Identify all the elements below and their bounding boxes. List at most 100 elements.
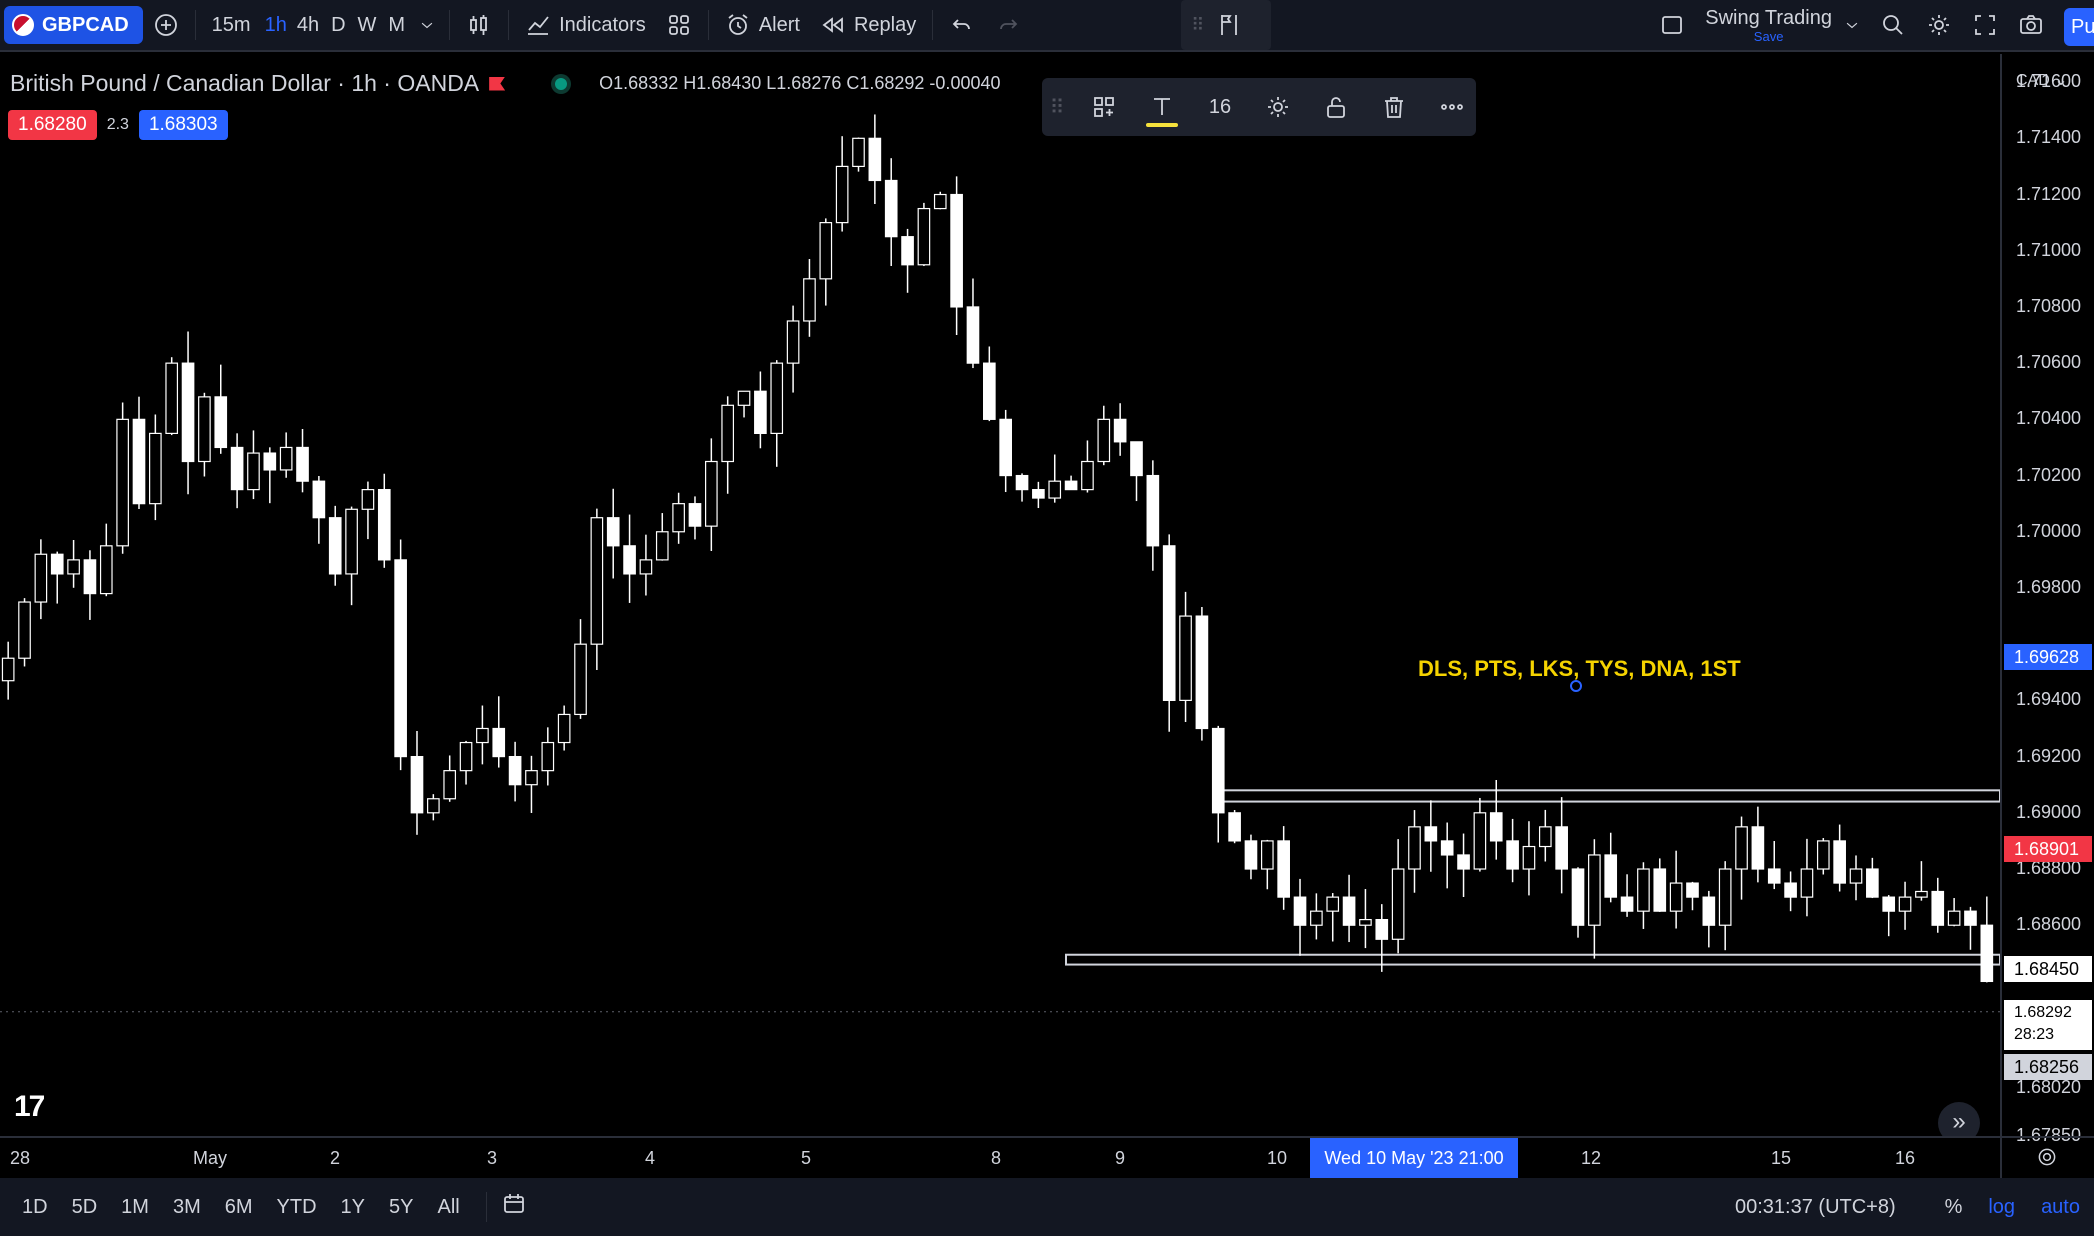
- alert-button[interactable]: Alert: [715, 0, 810, 51]
- candle: [835, 136, 849, 232]
- font-size-button[interactable]: 16: [1208, 95, 1232, 118]
- price-axis[interactable]: CAD ⌄ 1.71600 1.71400 1.71200 1.71000 1.7080…: [2000, 54, 2094, 1145]
- price-scale-label: 1.71200: [2016, 183, 2082, 204]
- candle: [983, 346, 996, 422]
- settings-button[interactable]: [1916, 0, 1962, 51]
- time-axis[interactable]: 28 May 2 3 4 5 8 9 10 12 15 16 Wed 10 Ma…: [0, 1136, 2000, 1178]
- timeframe-1h[interactable]: 1h: [264, 13, 287, 36]
- sell-price-button[interactable]: 1.68280: [8, 110, 97, 140]
- price-scale-label: 1.68020: [2016, 1077, 2082, 1098]
- time-label: 9: [1114, 1148, 1126, 1168]
- indicators-button[interactable]: Indicators: [515, 0, 656, 51]
- object-tree-button[interactable]: [1086, 89, 1122, 125]
- price-chart[interactable]: [0, 54, 2000, 1136]
- indicators-label: Indicators: [559, 13, 646, 36]
- candle: [1310, 893, 1323, 940]
- timeframe-15m[interactable]: 15m: [211, 13, 251, 36]
- scroll-to-realtime-button[interactable]: »: [1938, 1102, 1980, 1136]
- buy-price-button[interactable]: 1.68303: [138, 110, 228, 140]
- price-scale-label: 1.67850: [2016, 1125, 2082, 1145]
- range-all[interactable]: All: [437, 1195, 460, 1218]
- candle: [933, 191, 947, 210]
- price-zone-rectangle[interactable]: [1217, 789, 2000, 803]
- snapshot-button[interactable]: [2008, 0, 2054, 51]
- candle: [1882, 895, 1896, 937]
- chart-type-button[interactable]: [456, 0, 502, 51]
- more-button[interactable]: [1434, 89, 1470, 125]
- timeframe-dropdown[interactable]: [411, 0, 443, 51]
- candle: [1457, 833, 1470, 897]
- redo-button[interactable]: [985, 0, 1031, 51]
- price-zone-rectangle[interactable]: [1065, 953, 2000, 966]
- candle: [1571, 867, 1585, 938]
- range-6m[interactable]: 6M: [224, 1195, 253, 1218]
- range-3m[interactable]: 3M: [172, 1195, 201, 1218]
- timeframe-d[interactable]: D: [331, 13, 346, 36]
- timezone-clock[interactable]: 00:31:37 (UTC+8): [1735, 1195, 1896, 1218]
- templates-button[interactable]: [656, 0, 702, 51]
- timeframe-w[interactable]: W: [357, 13, 377, 36]
- chart-text-annotation[interactable]: DLS, PTS, LKS, TYS, DNA, 1ST: [1418, 656, 1741, 681]
- candle: [214, 364, 228, 454]
- candle: [1032, 481, 1045, 509]
- go-to-date-button[interactable]: [501, 1191, 527, 1223]
- replay-label: Replay: [853, 13, 917, 36]
- timeframe-4h[interactable]: 4h: [296, 13, 320, 36]
- search-button[interactable]: [1870, 0, 1916, 51]
- candle: [1211, 725, 1225, 843]
- candle: [1555, 797, 1568, 894]
- log-scale-toggle[interactable]: log: [1988, 1195, 2016, 1218]
- drag-handle-icon[interactable]: ⠿: [1049, 96, 1065, 119]
- candle: [149, 414, 162, 521]
- compare-symbol-button[interactable]: [143, 0, 189, 51]
- candle: [672, 492, 685, 544]
- candle: [1195, 607, 1209, 741]
- candle: [917, 202, 931, 267]
- text-color-button[interactable]: [1144, 89, 1180, 127]
- current-price: 1.68292: [2014, 1004, 2072, 1021]
- price-scale-label: 1.69400: [2016, 689, 2082, 710]
- candles-icon: [470, 15, 487, 35]
- range-1m[interactable]: 1M: [121, 1195, 149, 1218]
- symbol-label: GBPCAD: [42, 13, 129, 36]
- candle: [1359, 889, 1372, 949]
- symbol-description: British Pound / Canadian Dollar · 1h · O…: [10, 70, 480, 96]
- symbol-search-button[interactable]: GBPCAD: [4, 6, 143, 44]
- range-ytd[interactable]: YTD: [276, 1195, 317, 1218]
- fullscreen-icon: [1975, 15, 1995, 35]
- candle: [116, 402, 129, 554]
- range-1y[interactable]: 1Y: [340, 1195, 366, 1218]
- delete-button[interactable]: [1376, 89, 1412, 125]
- range-1d[interactable]: 1D: [22, 1195, 48, 1218]
- candle: [247, 430, 260, 500]
- percent-scale-toggle[interactable]: %: [1944, 1195, 1963, 1218]
- axis-settings-corner[interactable]: [2000, 1136, 2094, 1178]
- annotation-anchor-handle[interactable]: [1570, 680, 1582, 692]
- drawing-toolbar-grip[interactable]: ⠿: [1181, 0, 1272, 50]
- timeframe-m[interactable]: M: [388, 13, 406, 36]
- candle: [1866, 857, 1879, 899]
- tradingview-logo[interactable]: 17: [14, 1090, 45, 1123]
- gear-icon: [1929, 15, 1949, 35]
- grid-icon: [668, 15, 689, 35]
- candle: [1408, 810, 1421, 893]
- range-5y[interactable]: 5Y: [389, 1195, 414, 1218]
- flag-icon[interactable]: [489, 76, 506, 91]
- candle: [999, 409, 1012, 493]
- chart-pane[interactable]: British Pound / Canadian Dollar · 1h · O…: [0, 54, 2000, 1136]
- currency-selector[interactable]: CAD ⌄: [2016, 72, 2068, 89]
- currency-label: CAD: [2016, 72, 2050, 89]
- lock-button[interactable]: [1318, 89, 1354, 125]
- undo-button[interactable]: [939, 0, 985, 51]
- candle: [181, 331, 195, 495]
- drawing-settings-button[interactable]: [1260, 89, 1296, 125]
- publish-button[interactable]: Pu: [2064, 8, 2094, 46]
- fullscreen-button[interactable]: [1962, 0, 2008, 51]
- candle: [1015, 473, 1029, 502]
- auto-scale-toggle[interactable]: auto: [2041, 1195, 2080, 1218]
- range-5d[interactable]: 5D: [71, 1195, 98, 1218]
- replay-button[interactable]: Replay: [810, 0, 926, 51]
- layout-toggle-button[interactable]: [1649, 0, 1695, 51]
- candle: [1538, 809, 1552, 862]
- layout-menu-button[interactable]: Swing Trading Save: [1695, 0, 1870, 51]
